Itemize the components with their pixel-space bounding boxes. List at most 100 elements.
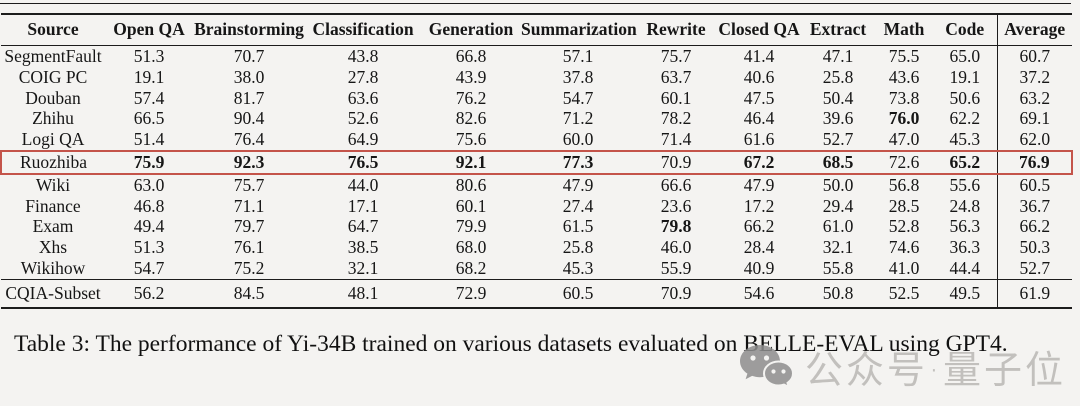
cell: 60.1 xyxy=(455,195,487,216)
cell: 75.5 xyxy=(888,46,920,66)
cell: 36.3 xyxy=(949,237,981,258)
cell: 49.5 xyxy=(949,282,981,303)
cell: 55.8 xyxy=(822,257,854,278)
cell: 27.8 xyxy=(347,66,379,87)
column-header-average: Average xyxy=(996,14,1072,46)
cell: 52.8 xyxy=(888,216,920,237)
table-body: SegmentFault 51.3 70.7 43.8 66.8 57.1 75.7 41.4… xyxy=(0,45,1073,280)
table-row-cqia-subset: CQIA-Subset 56.2 84.5 48.1 72.9 60.5 70.9 54.6 5… xyxy=(1,279,1072,308)
column-header-math: Math xyxy=(883,19,925,39)
cell: 57.1 xyxy=(562,46,594,66)
cell: 82.6 xyxy=(455,108,487,129)
table-row-zhihu: Zhihu 66.5 90.4 52.6 82.6 71.2 78.2 46.4 39.6 76.… xyxy=(1,108,1072,130)
cell: 29.4 xyxy=(822,195,854,216)
cell: 51.4 xyxy=(133,129,165,150)
cell: 50.4 xyxy=(822,87,854,108)
cell: 41.0 xyxy=(888,257,920,278)
cell: 61.0 xyxy=(822,216,854,237)
cell: 52.7 xyxy=(822,129,854,150)
table-row-xhs: Xhs 51.3 76.1 38.5 68.0 25.8 46.0 28.4 32.1 74.6 3… xyxy=(1,237,1072,258)
column-header-source: Source xyxy=(27,19,79,39)
cell: 76.2 xyxy=(455,87,487,108)
cell: 92.3 xyxy=(193,149,305,175)
cell: 66.2 xyxy=(743,216,775,237)
cell: 43.6 xyxy=(888,66,920,87)
column-header-rewrite: Rewrite xyxy=(646,19,706,39)
cell: 72.6 xyxy=(875,149,933,175)
cell: 79.7 xyxy=(233,216,265,237)
row-label: Douban xyxy=(25,87,81,108)
cell: 51.3 xyxy=(133,237,165,258)
cell: 71.4 xyxy=(660,129,692,150)
cell: 65.0 xyxy=(949,46,981,66)
cell: 61.5 xyxy=(562,216,594,237)
cell: 49.4 xyxy=(133,216,165,237)
table-row-finance: Finance 46.8 71.1 17.1 60.1 27.4 23.6 17.2 29.4 2… xyxy=(1,195,1072,217)
cell: 47.0 xyxy=(888,129,920,150)
cell: 41.4 xyxy=(743,46,775,66)
column-header-classification: Classification xyxy=(312,19,414,39)
cell: 64.7 xyxy=(347,216,379,237)
row-label: CQIA-Subset xyxy=(5,282,101,303)
cell: 66.8 xyxy=(455,46,487,66)
cell: 44.4 xyxy=(949,257,981,278)
table-row-logi-qa: Logi QA 51.4 76.4 64.9 75.6 60.0 71.4 61.6 52.7 4… xyxy=(1,129,1072,151)
cell: 56.3 xyxy=(949,216,981,237)
row-label: Ruozhiba xyxy=(0,149,105,175)
cell: 56.2 xyxy=(133,282,165,303)
cell: 76.0 xyxy=(888,108,920,129)
table-header-row: Source Open QA Brainstorming Classification… xyxy=(1,14,1072,46)
cell: 60.1 xyxy=(660,87,692,108)
cell: 23.6 xyxy=(660,195,692,216)
table-row-douban: Douban 57.4 81.7 63.6 76.2 54.7 60.1 47.5 50.4 73… xyxy=(1,87,1072,109)
cell: 62.0 xyxy=(996,129,1072,151)
cell: 54.7 xyxy=(562,87,594,108)
cell: 79.9 xyxy=(455,216,487,237)
cell: 57.4 xyxy=(133,87,165,108)
cell: 66.2 xyxy=(996,216,1072,238)
cell: 76.4 xyxy=(233,129,265,150)
cell: 72.9 xyxy=(455,282,487,303)
cell: 63.7 xyxy=(660,66,692,87)
cell: 50.3 xyxy=(996,237,1072,258)
cell: 46.0 xyxy=(660,237,692,258)
cell: 76.5 xyxy=(305,149,421,175)
table-footer-body: CQIA-Subset 56.2 84.5 48.1 72.9 60.5 70.9 54.6 5… xyxy=(1,279,1072,308)
cell: 48.1 xyxy=(347,282,379,303)
row-label: Exam xyxy=(32,216,74,237)
table-row-segmentfault: SegmentFault 51.3 70.7 43.8 66.8 57.1 75.7 41.4… xyxy=(1,45,1072,67)
cell: 63.6 xyxy=(347,87,379,108)
results-table: Source Open QA Brainstorming Classification… xyxy=(0,13,1073,309)
cell: 54.6 xyxy=(743,282,775,303)
cell: 55.6 xyxy=(949,174,981,195)
cell: 70.9 xyxy=(635,149,717,175)
cell: 44.0 xyxy=(347,174,379,195)
cell: 80.6 xyxy=(455,174,487,195)
cell: 61.9 xyxy=(996,279,1072,308)
cell: 39.6 xyxy=(822,108,854,129)
column-header-code: Code xyxy=(945,19,985,39)
cell: 28.5 xyxy=(888,195,920,216)
cell: 32.1 xyxy=(347,257,379,278)
table-caption: Table 3: The performance of Yi-34B train… xyxy=(14,330,1008,357)
cell: 24.8 xyxy=(949,195,981,216)
cell: 47.9 xyxy=(743,174,775,195)
cell: 90.4 xyxy=(233,108,265,129)
cell: 77.3 xyxy=(521,149,635,175)
cell: 69.1 xyxy=(996,108,1072,130)
cell: 19.1 xyxy=(133,66,165,87)
cell: 61.6 xyxy=(743,129,775,150)
column-header-brainstorming: Brainstorming xyxy=(194,19,304,39)
cell: 75.7 xyxy=(660,46,692,66)
cell: 19.1 xyxy=(949,66,981,87)
cell: 66.6 xyxy=(660,174,692,195)
row-label: Wikihow xyxy=(20,257,86,278)
cell: 46.4 xyxy=(743,108,775,129)
cell: 50.8 xyxy=(822,282,854,303)
cell: 43.8 xyxy=(347,46,379,66)
cell: 38.0 xyxy=(233,66,265,87)
cell: 17.1 xyxy=(347,195,379,216)
column-header-summarization: Summarization xyxy=(521,19,637,39)
cell: 75.9 xyxy=(105,149,193,175)
row-label: Finance xyxy=(25,195,81,216)
